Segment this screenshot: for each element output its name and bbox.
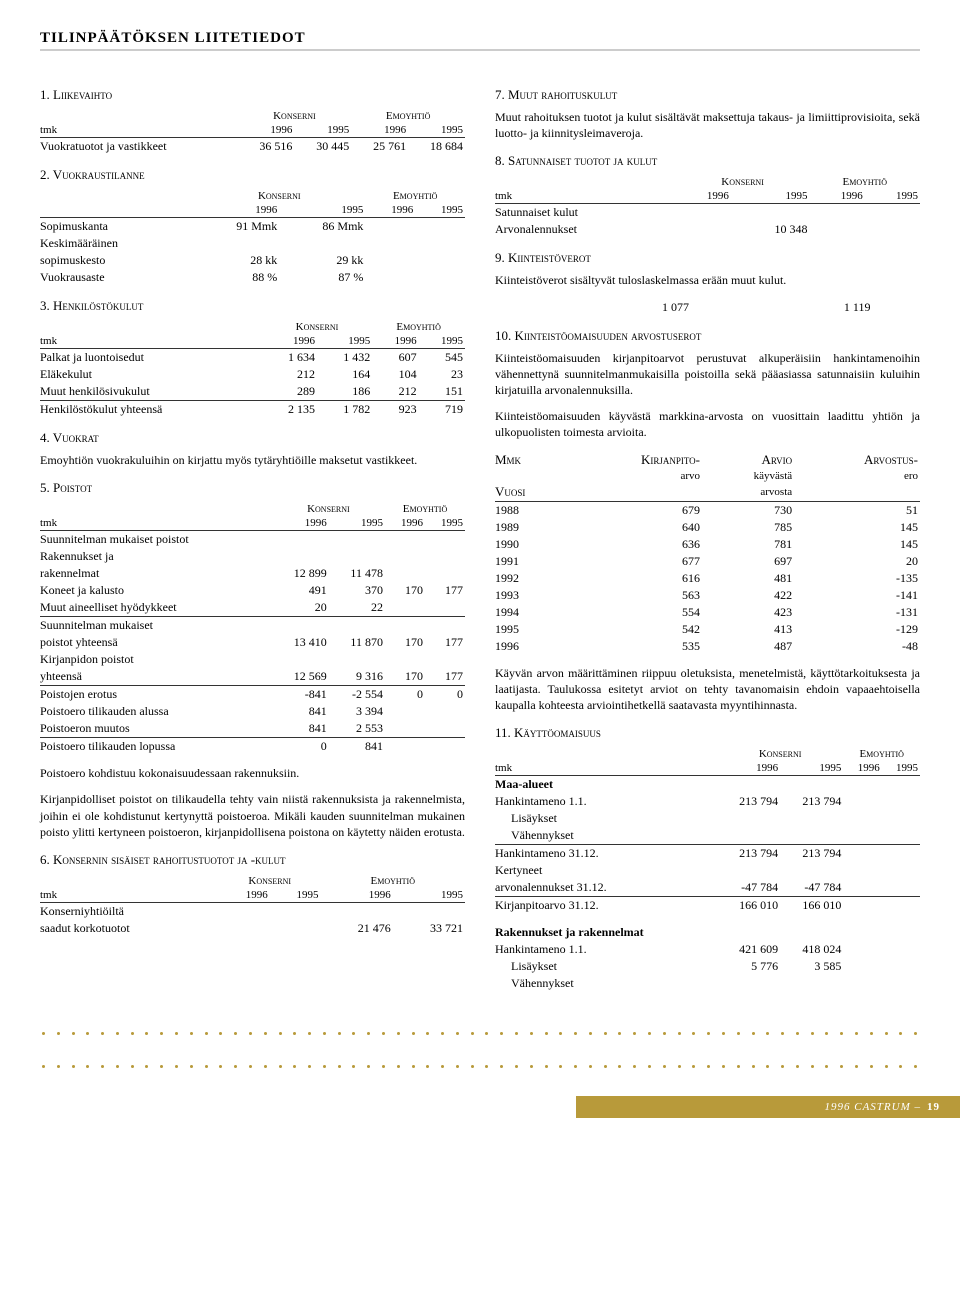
table-s1: Konserni Emoyhtiö tmk 1996 1995 1996 199… [40, 109, 465, 155]
table-s5: Konserni Emoyhtiö tmk 1996 1995 1996 199… [40, 502, 465, 755]
table-s8: Konserni Emoyhtiö tmk 1996 1995 1996 199… [495, 175, 920, 238]
section-7-heading: 7. Muut rahoituskulut [495, 87, 920, 103]
section-2-heading: 2. Vuokraustilanne [40, 167, 465, 183]
section-3-heading: 3. Henkilöstökulut [40, 298, 465, 314]
section-11-heading: 11. Käyttöomaisuus [495, 725, 920, 741]
section-5-text1: Poistoero kohdistuu kokonaisuudessaan ra… [40, 765, 465, 781]
section-4-heading: 4. Vuokrat [40, 430, 465, 446]
section-5-heading: 5. Poistot [40, 480, 465, 496]
table-s3: Konserni Emoyhtiö tmk 1996 1995 1996 199… [40, 320, 465, 418]
footer-bar: 1996 CASTRUM – 19 [0, 1096, 960, 1118]
table-s2: Konserni Emoyhtiö 1996 1995 1996 1995 So… [40, 189, 465, 286]
section-6-heading: 6. Konsernin sisäiset rahoitustuotot ja … [40, 852, 465, 868]
section-10-heading: 10. Kiinteistöomaisuuden arvostuserot [495, 328, 920, 344]
divider-dots [40, 1065, 920, 1068]
section-1-heading: 1. Liikevaihto [40, 87, 465, 103]
section-9-heading: 9. Kiinteistöverot [495, 250, 920, 266]
section-4-text: Emoyhtiön vuokrakuluihin on kirjattu myö… [40, 452, 465, 468]
table-s10: Mmk Kirjanpito- Arvio Arvostus- arvo käy… [495, 451, 920, 655]
section-7-text: Muut rahoituksen tuotot ja kulut sisältä… [495, 109, 920, 141]
divider-dots [40, 1032, 920, 1035]
section-10-text2: Kiinteistöomaisuuden käyvästä markkina-a… [495, 408, 920, 440]
page-number: 19 [927, 1101, 940, 1113]
footer-text: 1996 CASTRUM – [825, 1101, 922, 1113]
section-10-text1: Kiinteistöomaisuuden kirjanpitoarvot per… [495, 350, 920, 399]
section-9-text: Kiinteistöverot sisältyvät tuloslaskelma… [495, 272, 920, 288]
section-8-heading: 8. Satunnaiset tuotot ja kulut [495, 153, 920, 169]
table-s6: Konserni Emoyhtiö tmk 1996 1995 1996 199… [40, 874, 465, 937]
section-10-text3: Käyvän arvon määrittäminen riippuu oletu… [495, 665, 920, 714]
table-s11: Konserni Emoyhtiö tmk 1996 1995 1996 199… [495, 747, 920, 992]
section-5-text2: Kirjanpidolliset poistot on tilikaudella… [40, 791, 465, 840]
page-title: TILINPÄÄTÖKSEN LIITETIEDOT [40, 30, 920, 51]
table-s9: 1 0771 119 [495, 299, 920, 316]
